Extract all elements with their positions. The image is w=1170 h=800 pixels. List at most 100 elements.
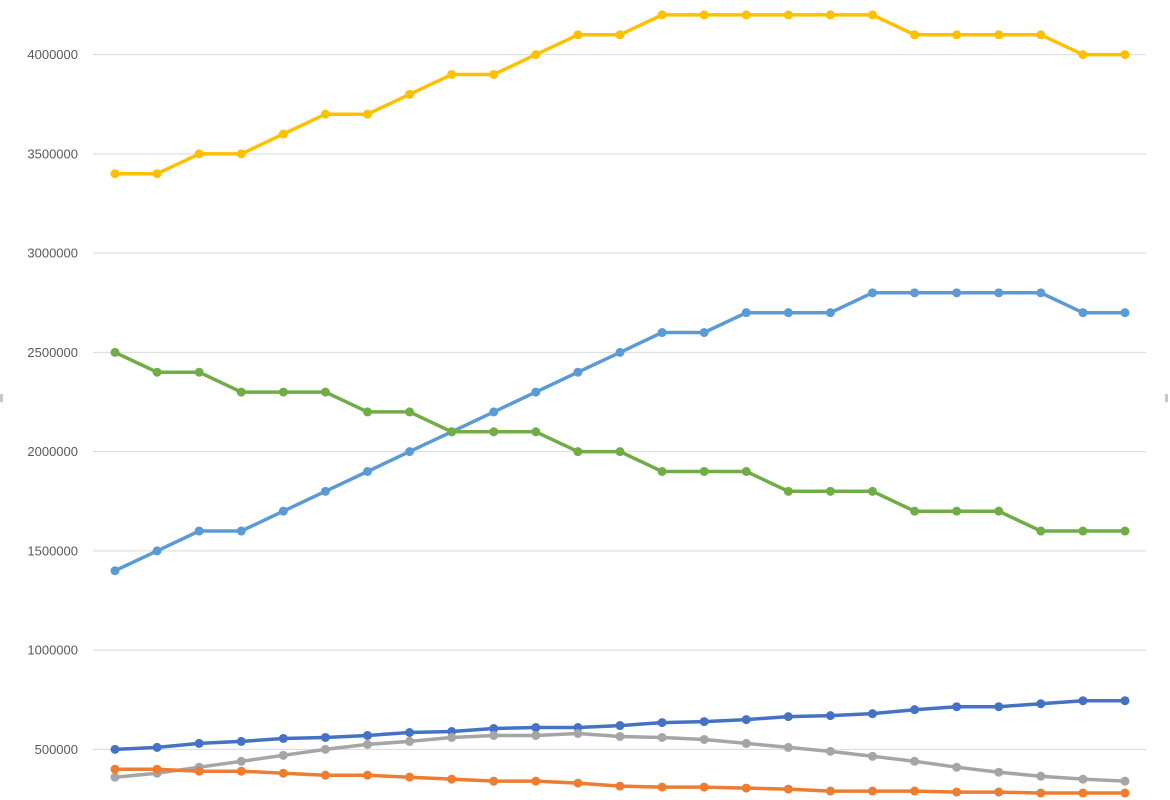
data-point — [447, 774, 457, 784]
data-point — [1078, 696, 1088, 706]
data-point — [741, 738, 751, 748]
y-tick-label: 2500000 — [27, 345, 78, 360]
data-point — [489, 724, 499, 734]
data-point — [699, 782, 709, 792]
data-point — [531, 776, 541, 786]
data-point — [868, 10, 877, 20]
y-tick-label: 3000000 — [27, 246, 78, 261]
data-point — [699, 734, 709, 744]
data-point — [489, 730, 499, 740]
right-resize-handle[interactable] — [1165, 394, 1168, 402]
data-point — [1120, 696, 1130, 706]
data-point — [615, 731, 625, 741]
data-point — [363, 466, 372, 476]
data-point — [278, 733, 288, 743]
data-point — [194, 367, 204, 377]
data-point — [236, 766, 246, 776]
data-point — [1120, 50, 1130, 60]
data-point — [110, 169, 120, 179]
data-point — [1036, 526, 1046, 536]
data-point — [236, 149, 246, 159]
data-point — [783, 10, 793, 20]
data-point — [741, 10, 751, 20]
data-point — [531, 50, 541, 60]
data-point — [657, 466, 667, 476]
data-point — [152, 546, 162, 556]
data-point — [699, 717, 709, 727]
data-point — [531, 427, 541, 437]
data-point — [994, 702, 1004, 712]
data-point — [1120, 788, 1130, 798]
data-point — [531, 387, 541, 397]
data-point — [320, 387, 330, 397]
data-point — [868, 786, 877, 796]
data-point — [405, 447, 415, 457]
series-line — [113, 291, 1127, 573]
data-point — [236, 736, 246, 746]
data-point — [952, 762, 962, 772]
data-point — [657, 328, 667, 338]
data-point — [657, 718, 667, 728]
data-point — [573, 367, 583, 377]
data-point — [320, 486, 330, 496]
data-point — [741, 715, 751, 725]
data-point — [910, 506, 920, 516]
data-point — [657, 10, 667, 20]
data-point — [994, 30, 1004, 40]
data-point — [1120, 526, 1130, 536]
data-point — [952, 506, 962, 516]
data-point — [447, 732, 457, 742]
data-point — [320, 109, 330, 119]
y-tick-label: 500000 — [35, 742, 78, 757]
series-1 — [110, 10, 1130, 179]
data-point — [447, 427, 457, 437]
series-4 — [110, 696, 1130, 754]
data-point — [699, 328, 709, 338]
y-tick-label: 2000000 — [27, 444, 78, 459]
data-point — [110, 764, 120, 774]
data-point — [363, 109, 372, 119]
data-point — [910, 705, 920, 715]
data-point — [994, 767, 1004, 777]
data-point — [1120, 308, 1130, 318]
data-point — [320, 732, 330, 742]
data-point — [699, 466, 709, 476]
data-point — [110, 566, 120, 576]
data-point — [405, 772, 415, 782]
data-point — [910, 288, 920, 298]
data-point — [783, 742, 793, 752]
gridlines — [93, 54, 1146, 750]
data-point — [194, 526, 204, 536]
data-point — [152, 742, 162, 752]
data-point — [825, 486, 835, 496]
data-point — [278, 387, 288, 397]
data-point — [910, 30, 920, 40]
data-point — [236, 387, 246, 397]
data-point — [741, 783, 751, 793]
data-point — [825, 10, 835, 20]
y-tick-label: 1500000 — [27, 543, 78, 558]
data-point — [783, 784, 793, 794]
data-point — [1036, 30, 1046, 40]
data-point — [994, 288, 1004, 298]
data-point — [1120, 776, 1130, 786]
data-point — [825, 746, 835, 756]
data-point — [363, 739, 372, 749]
data-point — [783, 712, 793, 722]
data-point — [1078, 774, 1088, 784]
series-5 — [110, 728, 1130, 786]
data-point — [405, 728, 415, 738]
series-6 — [110, 764, 1130, 798]
data-point — [573, 778, 583, 788]
data-point — [952, 787, 962, 797]
data-point — [363, 407, 372, 417]
data-point — [573, 728, 583, 738]
left-resize-handle[interactable] — [0, 394, 3, 402]
data-point — [1036, 788, 1046, 798]
data-point — [910, 756, 920, 766]
series-3 — [110, 347, 1130, 536]
y-tick-label: 3500000 — [27, 146, 78, 161]
data-point — [194, 149, 204, 159]
data-point — [1036, 771, 1046, 781]
